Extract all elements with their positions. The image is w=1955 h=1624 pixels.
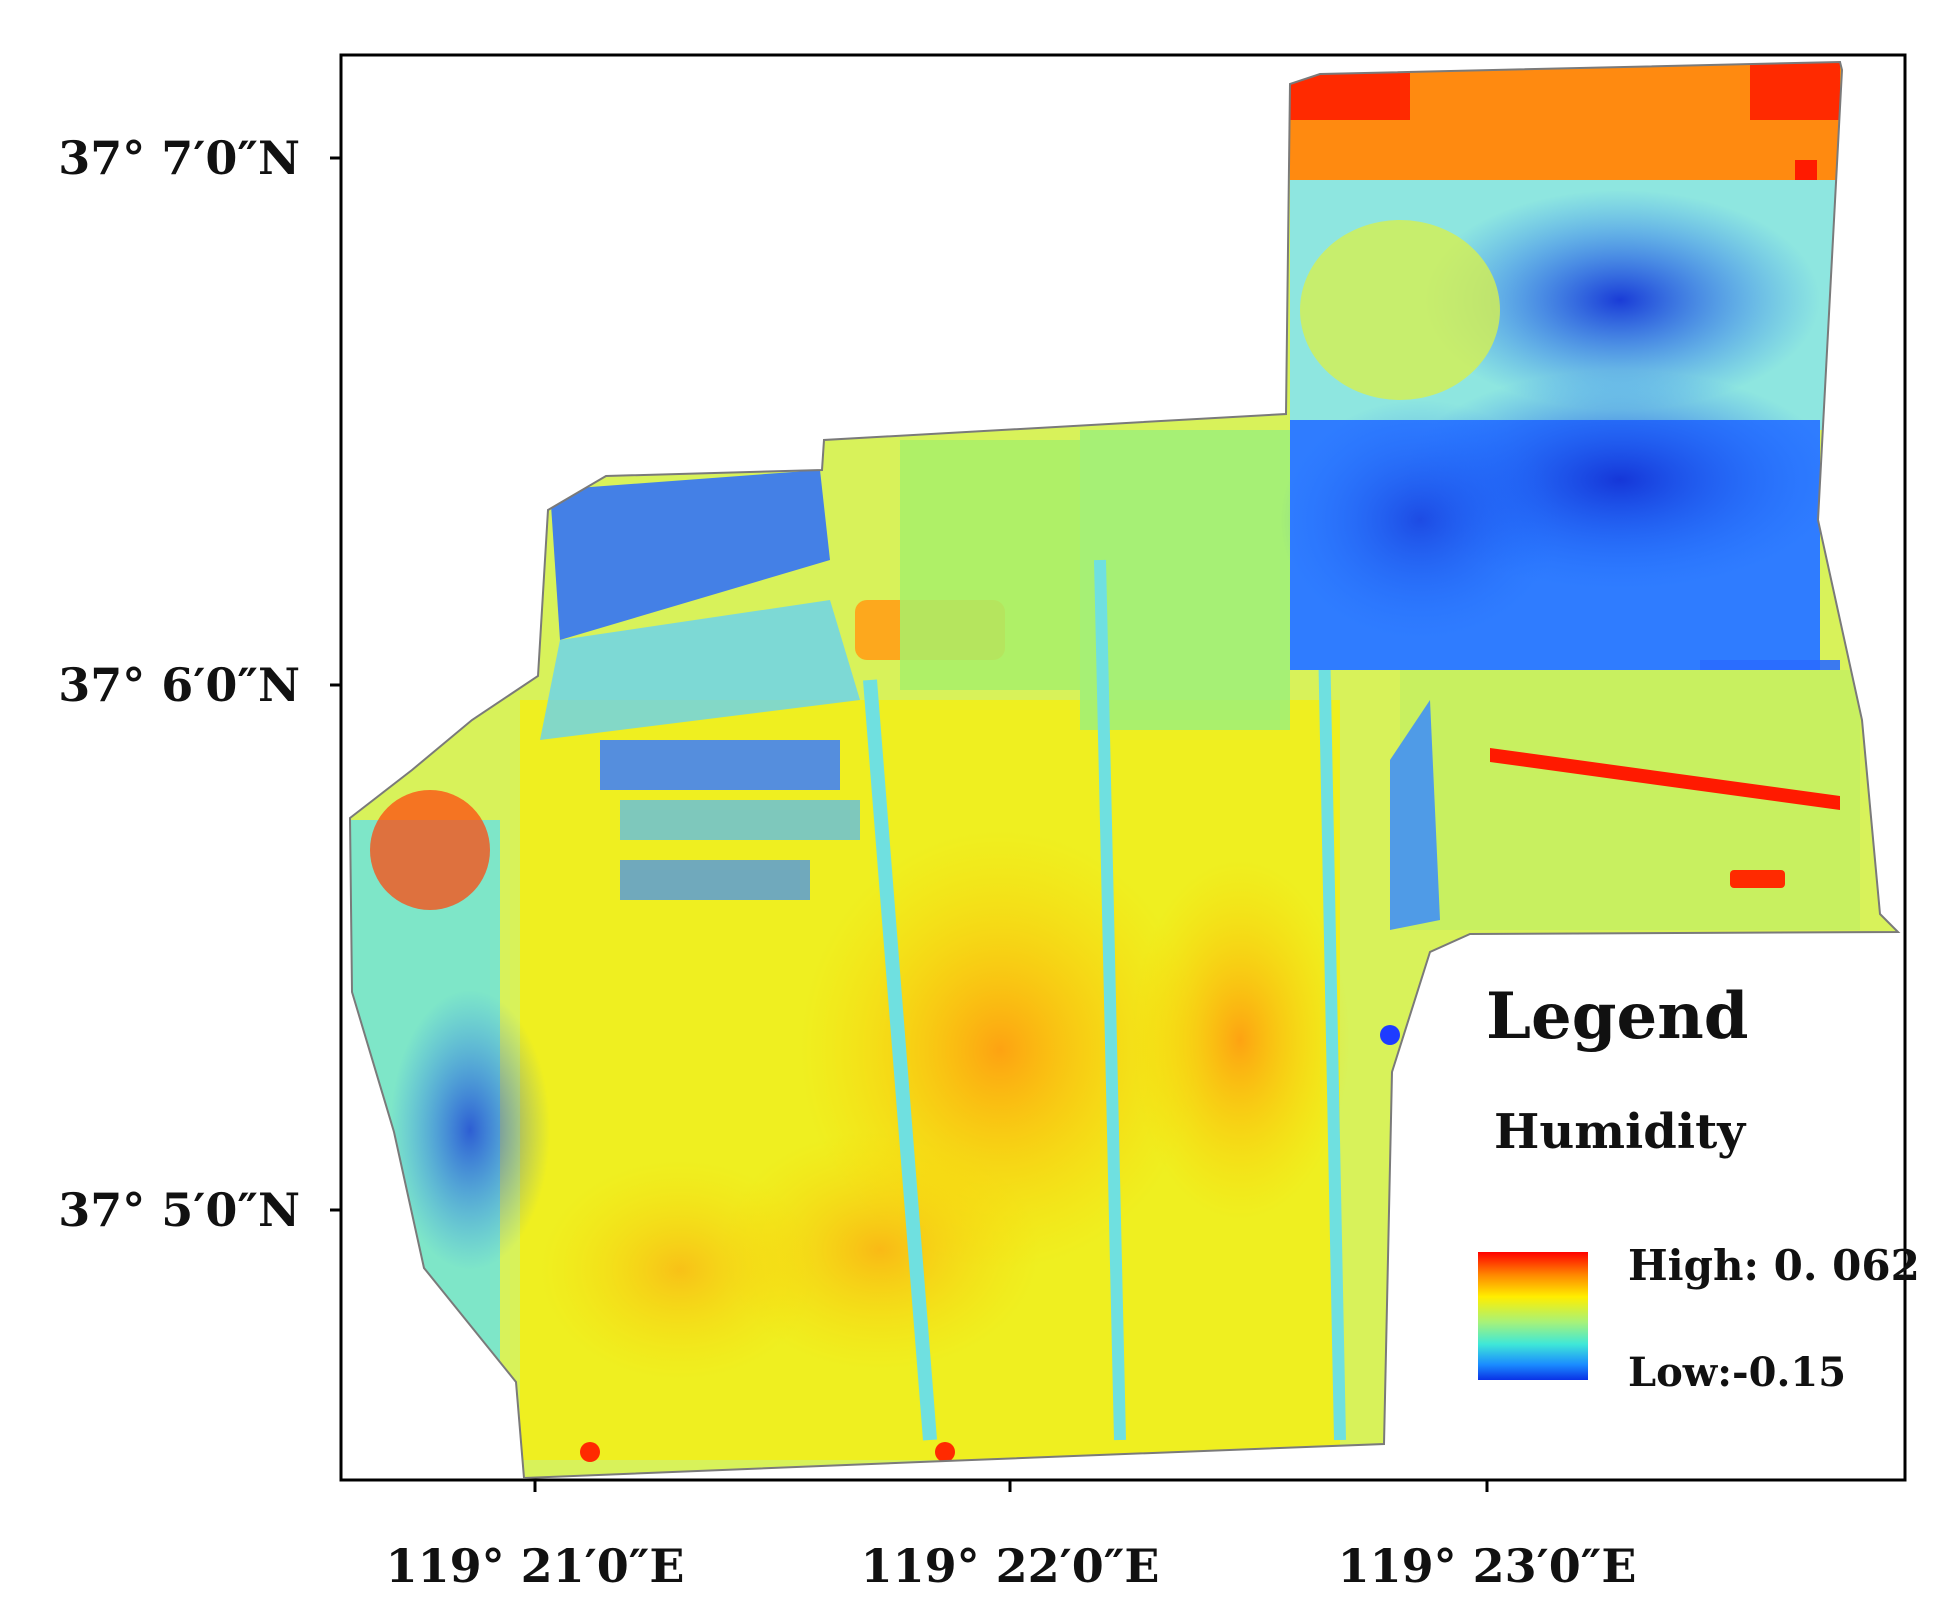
- legend-high-label: High: 0. 062: [1628, 1241, 1920, 1290]
- study-region-outline: [348, 60, 1901, 1480]
- lon-label-3: 119° 23′0″E: [1338, 1539, 1637, 1593]
- legend-subtitle: Humidity: [1494, 1104, 1747, 1160]
- axis-ticks: [330, 156, 1489, 1492]
- legend: Legend Humidity High: 0. 062 Low:-0.15: [1478, 979, 1920, 1396]
- lon-label-1: 119° 21′0″E: [386, 1539, 685, 1593]
- legend-color-ramp: [1478, 1252, 1588, 1380]
- lat-label-3: 37° 5′0″N: [58, 1183, 300, 1237]
- legend-title: Legend: [1486, 979, 1748, 1054]
- lat-label-2: 37° 6′0″N: [58, 658, 300, 712]
- lat-label-1: 37° 7′0″N: [58, 131, 300, 185]
- lon-label-2: 119° 22′0″E: [861, 1539, 1160, 1593]
- legend-low-label: Low:-0.15: [1628, 1349, 1846, 1396]
